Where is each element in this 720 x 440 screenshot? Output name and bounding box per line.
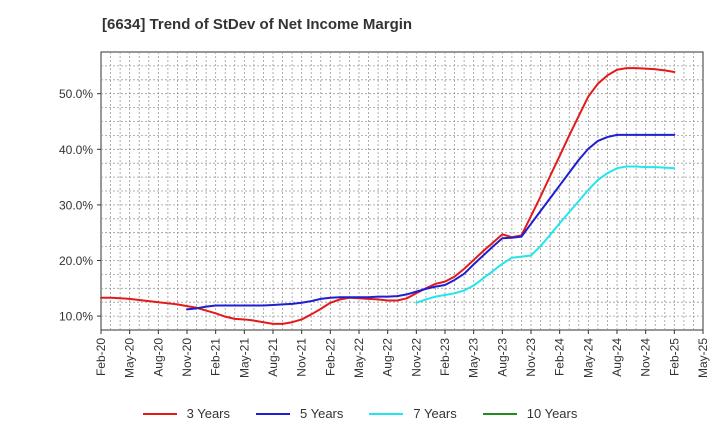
- x-tick-label: Aug-23: [495, 338, 509, 377]
- y-tick-label: 10.0%: [59, 310, 93, 324]
- x-tick-label: Nov-21: [295, 338, 309, 377]
- x-tick-label: May-20: [123, 338, 137, 378]
- legend-label: 7 Years: [413, 406, 457, 421]
- x-tick-label: Aug-21: [266, 338, 280, 377]
- series-line-7-years: [415, 165, 676, 304]
- y-tick-label: 30.0%: [59, 198, 93, 212]
- legend-swatch: [142, 412, 177, 415]
- series-line-5-years: [186, 133, 676, 311]
- legend-label: 5 Years: [300, 406, 344, 421]
- x-tick-label: Aug-22: [381, 338, 395, 377]
- x-tick-label: Feb-24: [553, 338, 567, 376]
- legend-label: 3 Years: [186, 406, 230, 421]
- y-tick-label: 50.0%: [59, 87, 93, 101]
- y-tick-label: 20.0%: [59, 254, 93, 268]
- legend-swatch: [369, 412, 404, 415]
- legend-swatch: [256, 412, 290, 415]
- x-tick-label: Aug-20: [151, 338, 165, 377]
- x-tick-label: Feb-20: [94, 338, 108, 376]
- chart-title: [6634] Trend of StDev of Net Income Marg…: [102, 16, 413, 33]
- x-tick-label: Nov-20: [180, 338, 194, 377]
- legend-item-5-years: 5 Years: [256, 406, 343, 421]
- x-tick-label: May-24: [581, 338, 595, 378]
- legend-item-3-years: 3 Years: [142, 406, 230, 421]
- chart-legend: 3 Years 5 Years 7 Years 10 Years: [0, 406, 720, 421]
- legend-item-7-years: 7 Years: [369, 406, 457, 421]
- x-tick-label: Feb-21: [209, 338, 223, 376]
- x-tick-label: Feb-23: [438, 338, 452, 376]
- x-tick-label: Feb-25: [667, 338, 681, 376]
- legend-item-10-years: 10 Years: [482, 406, 578, 421]
- legend-label: 10 Years: [526, 406, 578, 421]
- x-tick-label: Nov-23: [524, 338, 538, 377]
- x-tick-label: May-23: [467, 338, 481, 378]
- x-tick-label: Aug-24: [610, 338, 624, 377]
- x-tick-label: May-21: [237, 338, 251, 378]
- x-tick-label: Feb-22: [323, 338, 337, 376]
- x-tick-label: Nov-22: [409, 338, 423, 377]
- x-tick-label: May-25: [696, 338, 710, 378]
- y-tick-label: 40.0%: [59, 143, 93, 157]
- legend-swatch: [482, 412, 517, 415]
- x-tick-label: Nov-24: [639, 338, 653, 377]
- x-tick-label: May-22: [352, 338, 366, 378]
